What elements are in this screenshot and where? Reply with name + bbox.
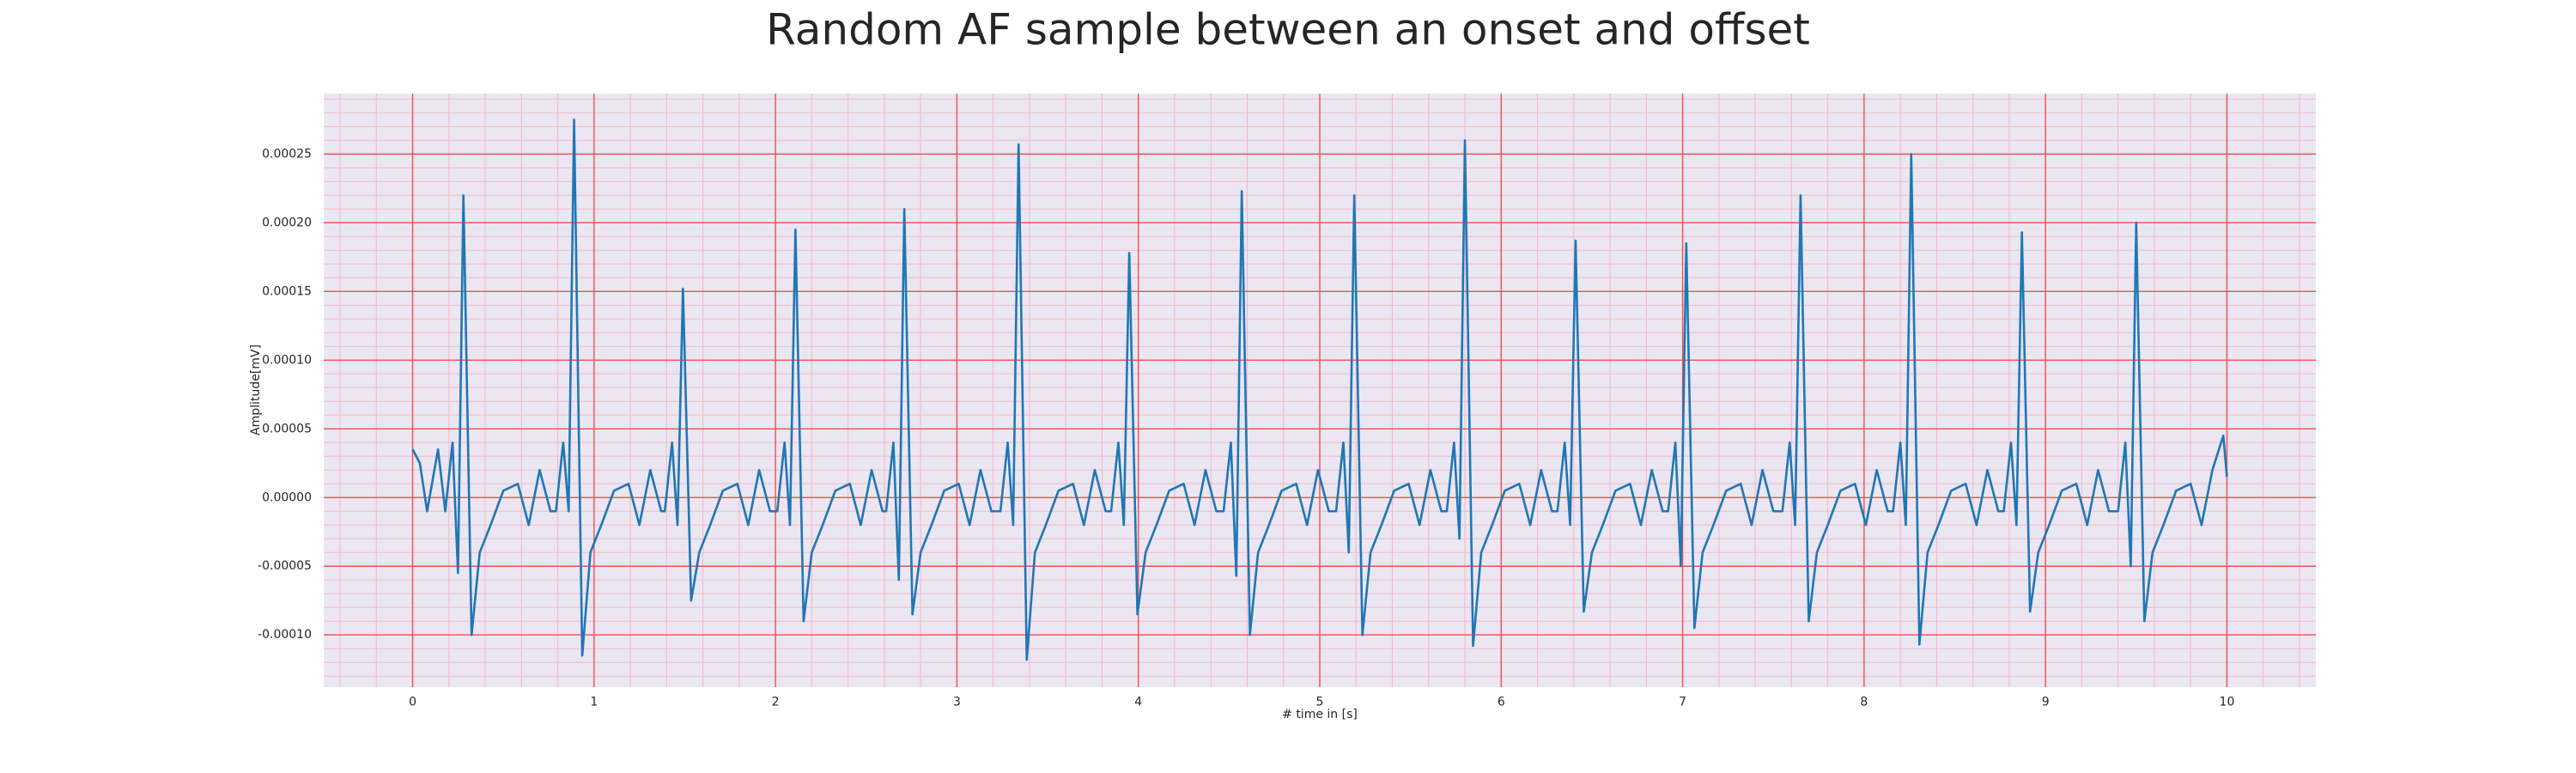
y-tick-label: 0.00000 <box>262 490 312 504</box>
y-tick-label: 0.00015 <box>262 284 312 298</box>
y-tick-label: 0.00025 <box>262 147 312 161</box>
labels: 0 1 2 3 4 5 6 7 8 9 10 -0.00010 -0.00005 0.00000 0.000… <box>258 147 2234 709</box>
y-tick-label: -0.00005 <box>258 559 312 573</box>
x-tick-label: 1 <box>590 696 598 709</box>
y-axis-label: Amplitude[mV] <box>249 344 263 435</box>
x-tick-label: 4 <box>1134 696 1142 709</box>
y-tick-label: -0.00010 <box>258 628 312 642</box>
y-tick-label: 0.00020 <box>262 216 312 229</box>
y-tick-label: 0.00005 <box>262 422 312 435</box>
x-axis-label: # time in [s] <box>1282 708 1358 721</box>
x-tick-label: 10 <box>2220 696 2235 709</box>
x-tick-label: 8 <box>1860 696 1868 709</box>
y-tick-label: 0.00010 <box>262 353 312 367</box>
marks <box>411 119 2228 661</box>
x-tick-label: 3 <box>953 696 961 709</box>
x-tick-label: 6 <box>1498 696 1505 709</box>
x-tick-label: 2 <box>772 696 780 709</box>
grid <box>324 94 2316 687</box>
x-tick-label: 7 <box>1679 696 1686 709</box>
x-tick-label: 5 <box>1316 696 1324 709</box>
x-tick-label: 0 <box>409 696 416 709</box>
chart-title: Random AF sample between an onset and of… <box>766 5 1810 55</box>
x-tick-label: 9 <box>2042 696 2050 709</box>
data-line <box>411 119 2228 661</box>
